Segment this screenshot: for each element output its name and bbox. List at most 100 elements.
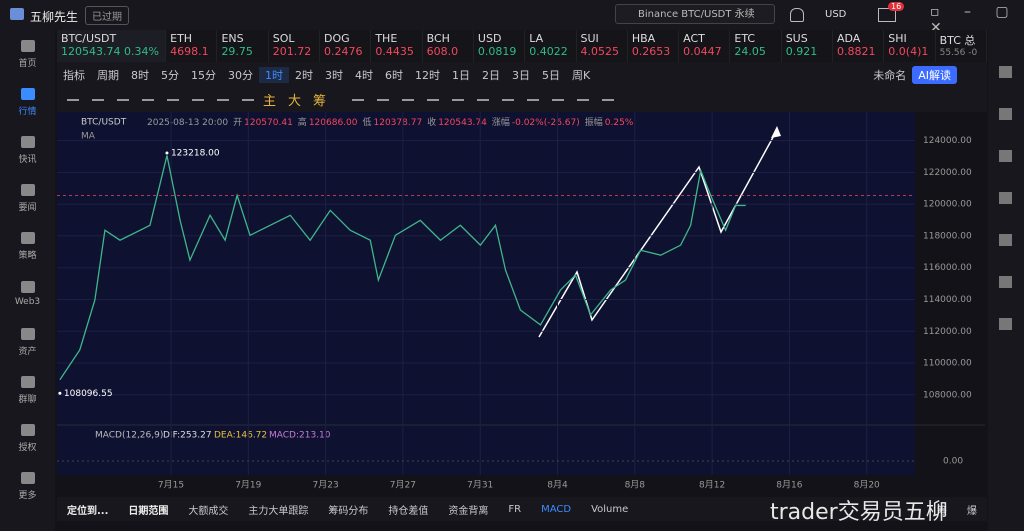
search-box[interactable]: Binance BTC/USDT 永续 [615,4,775,24]
sidebar-item[interactable]: 策略 [0,222,55,270]
sidebar-item[interactable]: 更多 [0,462,55,510]
ticker-row: BTC/USDT 120543.74 0.34% ETH 4698.1 ENS 29.… [57,30,987,62]
sidebar-label: 更多 [18,490,37,501]
layout-name[interactable]: 未命名 [873,68,907,82]
ai-button[interactable]: AI解读 [912,65,957,84]
ticker[interactable]: ADA 0.8821 [833,30,885,62]
ticker-name: BTC 总 [939,34,976,47]
info-label: 开 [233,117,242,128]
ticker[interactable]: HBA 0.2653 [628,30,680,62]
ticker-name: ACT [683,32,705,45]
macd-dif: DIF:253.27 [163,431,212,441]
ticker[interactable]: DOG 0.2476 [320,30,372,62]
bottom-icon[interactable]: 爆 [967,505,977,517]
period[interactable]: 5日 [542,68,560,82]
bottom-tab[interactable]: 主力大单跟踪 [248,505,309,517]
ticker-price: 0.921 [785,45,818,58]
sidebar-icon [20,231,35,244]
ticker[interactable]: SUI 4.0525 [577,30,628,62]
bell-icon[interactable] [790,8,804,22]
sidebar-icon [20,39,35,52]
bottom-tab[interactable]: 大额成交 [188,505,229,517]
ticker[interactable]: THE 0.4435 [371,30,423,62]
ticker-name: SHI [888,32,907,45]
ticker-price: 0.2476 [324,45,363,58]
ticker[interactable]: BTC 总 55.56 -0 [936,30,987,62]
ticker-name: HBA [631,32,656,45]
ticker[interactable]: ETH 4698.1 [166,30,218,62]
mail-icon[interactable] [878,8,896,22]
x-tick-label: 8月12 [699,480,725,491]
period[interactable]: 1日 [452,68,470,82]
ticker[interactable]: LA 0.4022 [525,30,577,62]
sidebar-item[interactable]: 资产 [0,318,55,366]
high-label-marker [165,151,169,155]
sidebar-item[interactable]: 群聊 [0,366,55,414]
currency[interactable]: USD [825,9,847,20]
ticker[interactable]: SOL 201.72 [269,30,321,62]
ticker[interactable]: SHI 0.0(4)1 [884,30,936,62]
y-tick-label: 110000.00 [923,359,972,369]
period[interactable]: 30分 [228,68,253,82]
period[interactable]: 15分 [191,68,216,82]
bottom-tab[interactable]: 筹码分布 [328,505,369,517]
ticker[interactable]: BCH 608.0 [423,30,474,62]
ticker[interactable]: ACT 0.0447 [679,30,731,62]
period[interactable]: 2日 [482,68,500,82]
sidebar-item[interactable]: 行情 [0,78,55,126]
sidebar-icon [20,471,35,484]
title-bar: 五柳先生 已过期 Binance BTC/USDT 永续 USD 16 ▫ – … [0,0,1024,36]
period[interactable]: 3日 [512,68,530,82]
draw-tool[interactable]: 筹 [313,94,327,109]
period-button[interactable]: 周期 [97,68,119,82]
bottom-tab[interactable]: 持仓差值 [388,505,429,517]
period[interactable]: 8时 [131,68,149,82]
tool-icons[interactable] [999,44,1012,344]
sidebar-item[interactable]: 授权 [0,414,55,462]
bottom-tab[interactable]: 资金背离 [448,505,489,517]
ticker-price: 4698.1 [170,45,209,58]
period[interactable]: 12时 [415,68,440,82]
period[interactable]: 3时 [325,68,343,82]
sidebar-item[interactable]: 要闻 [0,174,55,222]
x-tick-label: 8月16 [776,480,802,491]
tool-icons[interactable] [352,98,623,101]
bottom-tab[interactable]: Volume [591,503,629,515]
sidebar-icon [20,183,35,196]
main-ticker[interactable]: BTC/USDT 120543.74 0.34% [57,30,167,62]
ticker[interactable]: USD 0.0819 [474,30,526,62]
window-controls[interactable]: ▫ – ▢ ✕ [930,4,1019,36]
x-tick-label: 7月27 [390,480,416,491]
draw-tool[interactable]: 主 [263,94,277,109]
ticker-price: 24.05 [734,45,766,58]
bottom-tab[interactable]: FR [508,503,522,515]
draw-tool[interactable]: 大 [288,94,302,109]
bottom-button[interactable]: 定位到... [67,505,109,517]
period[interactable]: 1时 [259,66,289,83]
period[interactable]: 2时 [295,68,313,82]
ticker[interactable]: ENS 29.75 [217,30,269,62]
ticker[interactable]: ETC 24.05 [730,30,782,62]
period[interactable]: 4时 [355,68,373,82]
period[interactable]: 6时 [385,68,403,82]
arrow-head [771,126,781,138]
info-value: 120543.74 [438,118,487,128]
status[interactable]: 已过期 [85,6,129,25]
ticker[interactable]: SUS 0.921 [782,30,833,62]
sidebar-label: 要闻 [18,202,37,213]
bottom-icon[interactable]: 筹 [937,505,947,517]
ticker-price: 201.72 [272,45,312,58]
indicator-button[interactable]: 指标 [63,68,85,82]
bottom-tab[interactable]: MACD [541,503,572,515]
bottom-button[interactable]: 日期范围 [128,505,169,517]
ticker-price: 0.4435 [375,45,414,58]
sidebar-item[interactable]: 首页 [0,30,55,78]
info-label: 高 [298,116,307,128]
tool-icons[interactable] [67,98,257,101]
y-tick-label: 122000.00 [923,168,972,178]
period[interactable]: 5分 [161,68,179,82]
period[interactable]: 周K [572,68,591,82]
sidebar-item[interactable]: 快讯 [0,126,55,174]
sidebar-item[interactable]: Web3 [0,270,55,318]
